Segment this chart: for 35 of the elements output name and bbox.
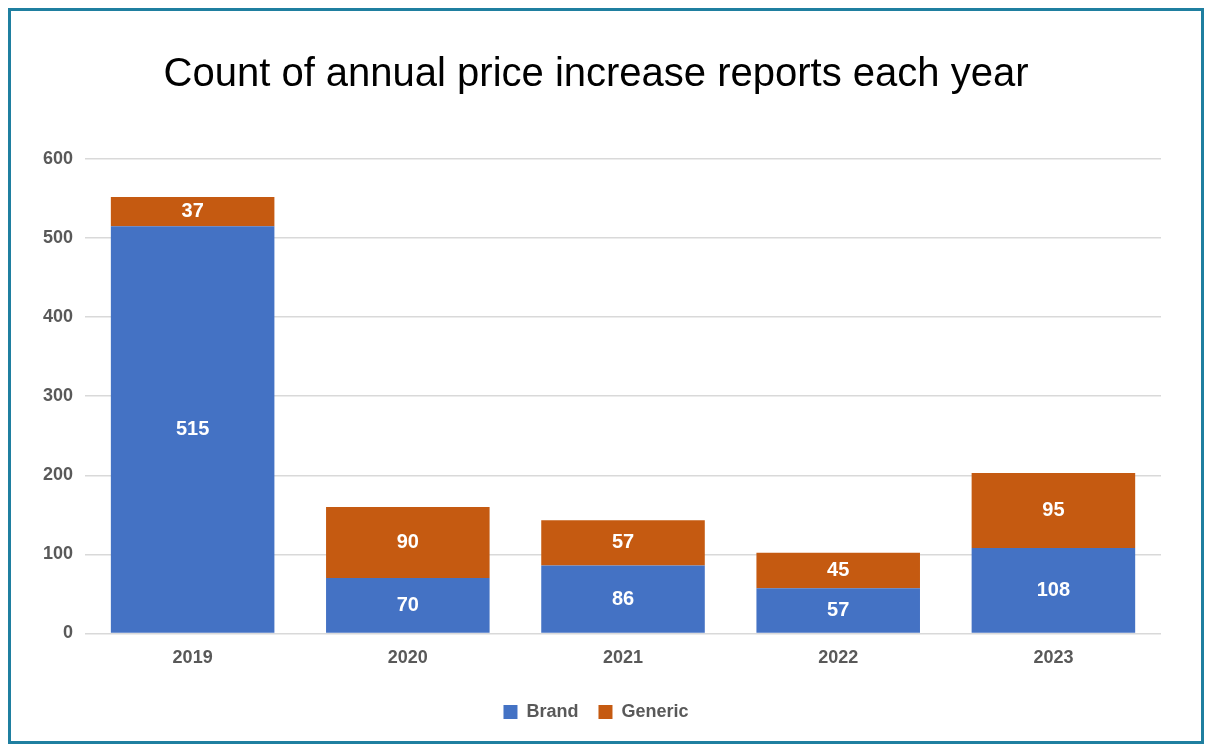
data-label: 57	[611, 530, 635, 553]
x-tick-label: 2019	[172, 647, 213, 668]
y-tick-label: 200	[42, 464, 74, 485]
bar	[756, 552, 920, 589]
y-tick-label: 300	[42, 385, 74, 406]
data-label: 108	[1036, 577, 1071, 600]
legend-label: Generic	[621, 700, 689, 721]
x-tick-label: 2022	[818, 647, 859, 668]
bar	[971, 472, 1136, 549]
y-tick-label: 0	[63, 622, 74, 643]
bar	[326, 506, 490, 579]
data-label: 37	[181, 199, 204, 222]
data-label: 515	[175, 416, 210, 439]
y-tick-label: 400	[42, 306, 74, 327]
bar	[110, 196, 275, 227]
data-label: 70	[396, 592, 419, 615]
bar	[756, 588, 920, 633]
data-label: 45	[827, 558, 850, 581]
bar	[326, 578, 490, 633]
bar	[541, 520, 705, 566]
bar	[110, 226, 275, 633]
x-tick-label: 2023	[1033, 647, 1074, 668]
legend-label: Brand	[526, 700, 579, 721]
chart-title: Count of annual price increase reports each year	[163, 50, 1029, 95]
bar	[971, 548, 1136, 633]
data-label: 90	[396, 529, 419, 552]
y-tick-label: 100	[42, 543, 74, 564]
y-tick-label: 600	[42, 147, 74, 168]
x-tick-label: 2020	[387, 647, 428, 668]
data-label: 95	[1042, 497, 1065, 520]
x-tick-label: 2021	[602, 647, 644, 668]
y-tick-label: 500	[42, 227, 74, 248]
data-label: 86	[611, 586, 635, 609]
data-label: 57	[827, 598, 850, 621]
bar	[541, 565, 705, 633]
